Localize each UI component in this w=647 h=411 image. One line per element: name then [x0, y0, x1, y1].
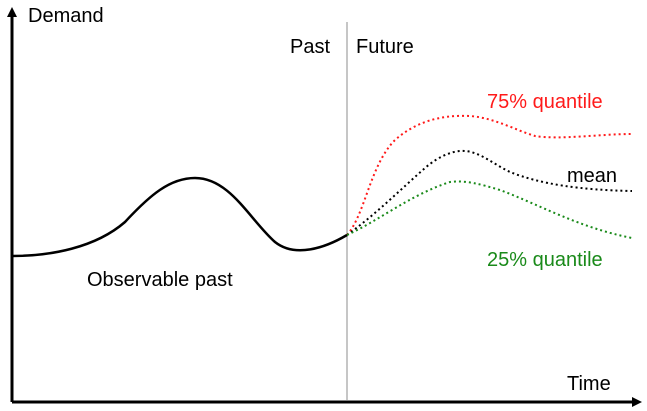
quantile-75-curve [346, 114, 633, 236]
observable-past-curve [11, 176, 348, 258]
y-axis-label: Demand [28, 5, 104, 27]
x-axis-label: Time [567, 373, 611, 395]
past-label: Past [290, 36, 331, 58]
future-label: Future [356, 36, 414, 58]
mean-label: mean [567, 165, 618, 187]
quantile-75-label: 75% quantile [487, 91, 603, 113]
quantile-25-curve [346, 180, 633, 239]
quantile-25-label: 25% quantile [487, 249, 603, 271]
observable-past-label: Observable past [87, 269, 233, 291]
